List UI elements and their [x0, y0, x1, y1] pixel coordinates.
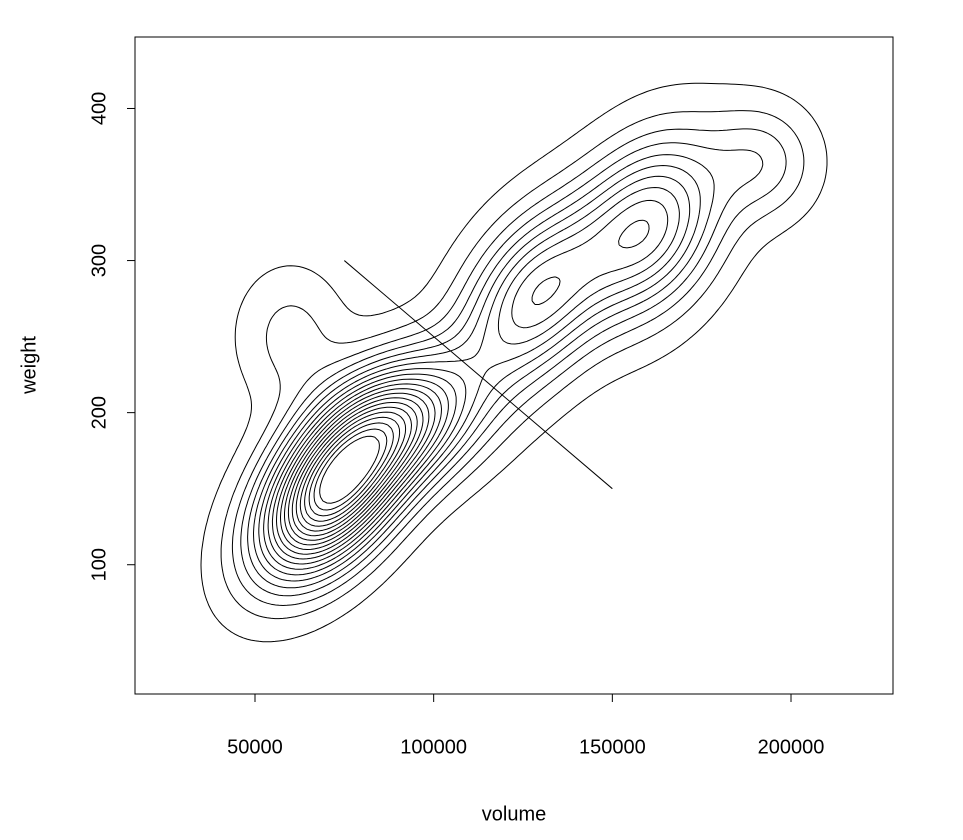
y-tick-label: 100: [88, 548, 110, 581]
contour-line: [280, 388, 436, 550]
x-tick-label: 50000: [227, 736, 283, 758]
contour-line: [291, 402, 418, 537]
contour-line: [284, 392, 430, 546]
contour-line: [313, 428, 388, 511]
contour-line: [295, 406, 412, 532]
x-axis-label: volume: [482, 803, 546, 825]
contour-line: [200, 82, 828, 643]
x-tick-label: 150000: [579, 736, 646, 758]
contour-line: [258, 175, 691, 576]
reference-line: [344, 260, 613, 490]
contour-line: [276, 383, 442, 555]
x-tick-label: 200000: [758, 736, 825, 758]
contour-line: [271, 219, 650, 560]
contour-line: [240, 142, 764, 597]
y-tick-label: 300: [88, 244, 110, 277]
contour-line: [231, 128, 787, 606]
contour-line: [263, 187, 680, 570]
contour-line: [287, 397, 424, 541]
y-axis-label: weight: [18, 336, 40, 395]
y-tick-label: 400: [88, 92, 110, 125]
contour-line: [220, 110, 805, 620]
contour-line: [253, 165, 701, 582]
contour-line: [247, 154, 715, 589]
x-tick-label: 100000: [400, 736, 467, 758]
contour-line: [304, 416, 401, 522]
y-tick-label: 200: [88, 396, 110, 429]
contour-line: [299, 411, 407, 527]
contour-line: [267, 199, 669, 565]
contour-line: [308, 422, 394, 517]
plot-frame: [134, 36, 894, 695]
contour-line: [319, 435, 380, 504]
